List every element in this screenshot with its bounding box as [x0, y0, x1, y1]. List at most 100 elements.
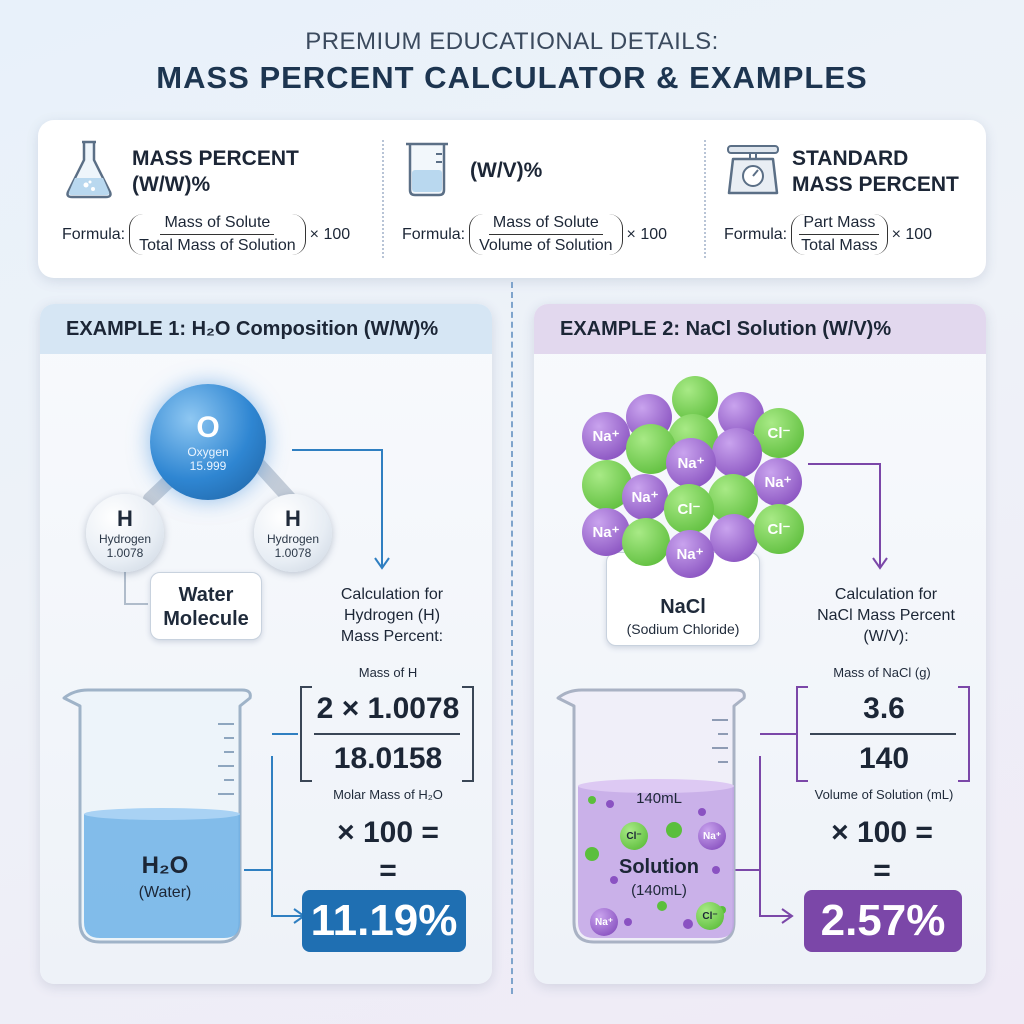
- beaker-cl-ion: Cl⁻: [620, 822, 648, 850]
- na-ion: Na⁺: [622, 474, 668, 520]
- beaker-na-label: Na⁺: [594, 916, 614, 928]
- na-ion: [712, 428, 762, 478]
- hydrogen-name: Hydrogen: [266, 532, 320, 546]
- crystal-name: NaCl: [660, 596, 706, 618]
- beaker-na-ion: Na⁺: [590, 908, 618, 936]
- water-beaker: [62, 688, 252, 944]
- cl-label: Cl⁻: [677, 501, 701, 518]
- hydrogen-atom-right: H Hydrogen 1.0078: [254, 494, 332, 572]
- na-label: Na⁺: [676, 546, 704, 563]
- hydrogen-numerator: 2 × 1.0078: [316, 692, 460, 725]
- oxygen-name: Oxygen: [187, 445, 229, 459]
- na-label: Na⁺: [631, 489, 659, 506]
- formula-3-numerator: Part Mass: [799, 214, 880, 235]
- numerator-label: Mass of H: [358, 665, 418, 680]
- na-label: Na⁺: [592, 524, 620, 541]
- formula-1: Formula: Mass of Solute Total Mass of So…: [62, 214, 350, 255]
- example-1-header: EXAMPLE 1: H₂O Composition (W/W)%: [40, 304, 492, 354]
- nacl-calc-title: Calculation for NaCl Mass Percent (W/V):: [817, 586, 955, 645]
- oxygen-symbol: O: [196, 411, 220, 444]
- cl-ion: Cl⁻: [664, 484, 714, 534]
- formula-3-name: STANDARD MASS PERCENT: [792, 147, 959, 196]
- fraction-line: [314, 733, 460, 735]
- na-label: Na⁺: [677, 455, 705, 472]
- formula-1-prefix: Formula:: [62, 225, 126, 243]
- bracket-bottom: [796, 780, 808, 782]
- formula-3-fraction: Part Mass Total Mass: [791, 214, 888, 255]
- hydrogen-mass: 1.0078: [106, 546, 144, 560]
- formula-2-suffix: × 100: [626, 225, 668, 243]
- bracket-top: [796, 686, 808, 688]
- times-100: × 100 =: [831, 816, 933, 849]
- hydrogen-denominator: 18.0158: [333, 742, 443, 775]
- flask-icon: [62, 138, 116, 200]
- hydrogen-symbol: H: [117, 506, 133, 531]
- solution-particles: [585, 796, 726, 929]
- crystal-full-name: (Sodium Chloride): [626, 621, 740, 637]
- formula-2-name: (W/V)%: [470, 159, 543, 182]
- nacl-crystal: Na⁺ Cl⁻ Na⁺ Na⁺ Na⁺ Cl⁻ Na⁺ Cl⁻ Na⁺: [578, 374, 818, 584]
- hydrogen-calc-title: Calculation for Hydrogen (H) Mass Percen…: [340, 586, 444, 645]
- example-1-panel: EXAMPLE 1: H₂O Composition (W/W)% O Oxyg…: [40, 304, 492, 984]
- formula-3-denominator: Total Mass: [801, 237, 878, 254]
- cl-ion: [622, 518, 670, 566]
- formula-2-denominator: Volume of Solution: [479, 237, 613, 254]
- formula-1-numerator: Mass of Solute: [160, 214, 275, 235]
- connector-lines: [732, 463, 888, 924]
- solution-volume: (140mL): [631, 882, 687, 899]
- beaker-cl-label: Cl⁻: [702, 910, 718, 922]
- equals-sign: =: [379, 854, 397, 887]
- na-ion: Na⁺: [754, 458, 802, 506]
- beaker-formula: H₂O: [141, 852, 189, 879]
- formula-1-fraction: Mass of Solute Total Mass of Solution: [129, 214, 306, 255]
- nacl-denominator: 140: [858, 742, 910, 775]
- fraction-line: [810, 733, 956, 735]
- na-ion: Na⁺: [582, 412, 630, 460]
- scale-icon: [724, 140, 782, 198]
- formula-card: [38, 120, 986, 278]
- bracket-bottom: [462, 780, 474, 782]
- beaker-name: (Water): [138, 884, 192, 901]
- na-ion: Na⁺: [666, 530, 714, 578]
- na-ion: Na⁺: [666, 438, 716, 488]
- bracket-top: [958, 686, 970, 688]
- hydrogen-mass: 1.0078: [274, 546, 312, 560]
- formula-3: Formula: Part Mass Total Mass × 100: [724, 214, 932, 255]
- nacl-numerator: 3.6: [863, 692, 905, 725]
- example-2-header: EXAMPLE 2: NaCl Solution (W/V)%: [534, 304, 986, 354]
- oxygen-mass: 15.999: [189, 459, 227, 473]
- formula-1-denominator: Total Mass of Solution: [139, 237, 296, 254]
- denominator-label: Molar Mass of H₂O: [333, 787, 443, 802]
- hydrogen-atom-left: H Hydrogen 1.0078: [86, 494, 164, 572]
- oxygen-atom: O Oxygen 15.999: [150, 384, 266, 500]
- hydrogen-name: Hydrogen: [98, 532, 152, 546]
- cl-label: Cl⁻: [767, 425, 791, 442]
- center-divider: [511, 282, 513, 994]
- na-label: Na⁺: [592, 428, 620, 445]
- formula-1-name: MASS PERCENT (W/W)%: [132, 147, 299, 196]
- formula-3-prefix: Formula:: [724, 225, 788, 243]
- formula-2-fraction: Mass of Solute Volume of Solution: [469, 214, 623, 255]
- beaker-na-ion: Na⁺: [698, 822, 726, 850]
- nacl-result: 2.57%: [804, 890, 962, 952]
- cl-ion: Cl⁻: [754, 408, 804, 458]
- divider: [704, 140, 706, 258]
- denominator-label: Volume of Solution (mL): [814, 787, 954, 802]
- hydrogen-symbol: H: [285, 506, 301, 531]
- times-100: × 100 =: [337, 816, 439, 849]
- bracket-bottom: [300, 780, 312, 782]
- numerator-label: Mass of NaCl (g): [833, 665, 931, 680]
- beaker-cl-ion: Cl⁻: [696, 902, 724, 930]
- formula-3-suffix: × 100: [891, 225, 933, 243]
- solution-beaker: [556, 688, 746, 944]
- formula-2: Formula: Mass of Solute Volume of Soluti…: [402, 214, 667, 255]
- divider: [382, 140, 384, 258]
- equals-sign: =: [873, 854, 891, 887]
- formula-1-suffix: × 100: [309, 225, 351, 243]
- formula-2-prefix: Formula:: [402, 225, 466, 243]
- hydrogen-result: 11.19%: [302, 890, 466, 952]
- bracket-top: [462, 686, 474, 688]
- beaker-na-label: Na⁺: [702, 830, 722, 842]
- bracket-bottom: [958, 780, 970, 782]
- na-ion: [710, 514, 758, 562]
